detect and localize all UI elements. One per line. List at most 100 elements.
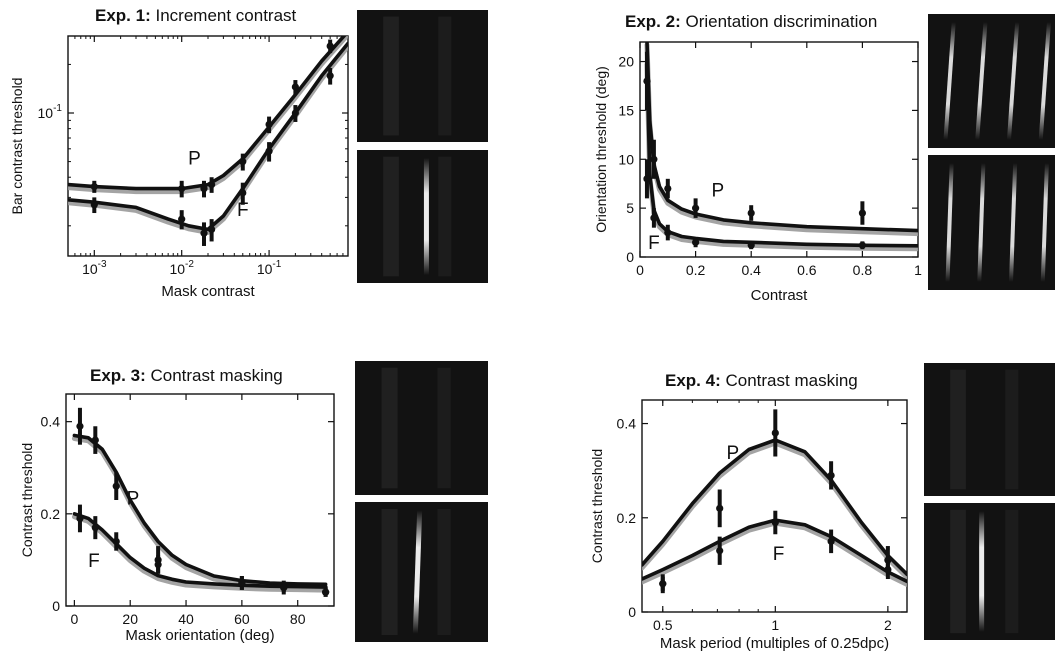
exp2-series-F-point <box>664 228 672 237</box>
exp3-top-faint-band <box>381 367 398 489</box>
exp3-top-stimulus-image <box>381 367 451 489</box>
exp4-plot-area <box>642 409 907 594</box>
exp1-series-P-point <box>326 42 334 50</box>
exp1-series-P-point <box>265 120 273 128</box>
exp2-series-F-model-line <box>644 62 918 252</box>
exp3-series-P-point <box>76 422 84 430</box>
exp4-series-F-point <box>827 537 835 545</box>
exp1-xtick-label: 10-2 <box>169 259 194 277</box>
exp4-axes-frame <box>641 399 908 613</box>
exp3-title-bold: Exp. 3: <box>90 366 146 385</box>
exp4-title-bold: Exp. 4: <box>665 371 721 390</box>
exp1-series-F-line <box>68 41 348 232</box>
exp2-series-P-point <box>692 204 700 212</box>
exp2-top-stimulus-image <box>943 22 1051 140</box>
exp1-top-faint-band <box>438 16 452 136</box>
exp1-series-P-point <box>200 185 208 193</box>
exp2-title-text: Orientation discrimination <box>685 12 878 31</box>
exp3-series-P-point <box>91 436 99 444</box>
exp1-series-F-point <box>291 109 299 117</box>
exp1-ylabel: Bar contrast threshold <box>9 78 25 215</box>
exp1-bottom-faint-band <box>438 156 452 277</box>
exp3-series-F-point <box>91 524 99 532</box>
exp2-series-F-point <box>858 241 866 249</box>
exp3-xtick-label: 20 <box>122 611 138 627</box>
exp2-top-bar <box>975 22 988 140</box>
exp2-xtick-label: 0 <box>636 262 644 278</box>
exp4-bottom-faint-band <box>950 509 966 634</box>
exp1-series-P-model-line <box>68 36 348 195</box>
exp1-axes-frame <box>67 35 349 257</box>
exp2-top-bar <box>1006 22 1020 140</box>
exp1-stimulus-top <box>357 10 488 142</box>
exp1-bottom-faint-band <box>383 156 399 277</box>
exp2-ytick-label: 10 <box>618 151 634 167</box>
exp4-top-faint-band <box>1005 369 1019 490</box>
exp3-xtick-label: 80 <box>290 611 306 627</box>
exp1-series-F-point <box>178 215 186 223</box>
exp3-series-F-point <box>76 514 84 523</box>
exp3-ytick-label: 0.2 <box>41 506 61 522</box>
exp1-series-F-point <box>326 72 334 80</box>
exp3-axes-frame <box>65 393 335 607</box>
exp2-series-F-line <box>645 59 918 248</box>
exp2-xtick-label: 0.2 <box>686 262 706 278</box>
exp2-stimulus-bottom <box>928 155 1055 290</box>
exp2-ytick-label: 20 <box>618 54 634 70</box>
exp1-series-F-point <box>265 147 273 155</box>
exp2-plot-area <box>643 42 918 252</box>
exp3-xtick-label: 0 <box>70 611 78 627</box>
exp3-series-P-point <box>112 482 120 490</box>
exp2-bottom-stimulus-image <box>945 163 1049 282</box>
exp2-xtick-label: 0.4 <box>741 262 761 278</box>
exp1-xtick-label: 10-3 <box>82 259 107 277</box>
exp2-series-P-point <box>650 155 658 163</box>
exp3-bottom-stimulus-image <box>381 509 451 635</box>
exp3-ylabel: Contrast threshold <box>19 443 35 557</box>
exp2-top-bar <box>1038 22 1051 140</box>
exp4-top-faint-band <box>950 369 966 490</box>
exp4-title-text: Contrast masking <box>725 371 858 390</box>
exp1-xtick-label: 10-1 <box>257 259 282 277</box>
exp2-series-P-line <box>645 42 918 233</box>
exp3-top-faint-band <box>437 367 451 489</box>
exp3-bottom-bar <box>412 510 423 634</box>
exp3-stimulus-top <box>355 361 488 495</box>
exp1-top-stimulus-image <box>383 16 452 136</box>
exp3-xtick-label: 60 <box>234 611 250 627</box>
exp1-title-bold: Exp. 1: <box>95 6 151 25</box>
exp3-series-P-line <box>72 433 328 587</box>
exp4-series-F-point <box>659 580 667 588</box>
exp3-series-P-label: P <box>127 489 140 510</box>
exp1-bottom-stimulus-image <box>383 156 452 277</box>
exp4-bottom-stimulus-image <box>950 509 1019 634</box>
exp1-series-F-point <box>90 201 98 209</box>
exp4-ylabel: Contrast threshold <box>589 449 605 563</box>
exp1-series-F-point <box>239 189 247 197</box>
exp3-title-text: Contrast masking <box>150 366 283 385</box>
exp3-plot-area <box>71 407 330 597</box>
exp1-bottom-bar <box>423 157 429 276</box>
exp2-bottom-bar <box>1040 163 1049 282</box>
exp3-bottom-faint-band <box>381 509 398 635</box>
exp4-series-P-point <box>716 504 724 512</box>
exp4-xlabel: Mask period (multiples of 0.25dpc) <box>660 635 889 652</box>
exp3-xtick-label: 40 <box>178 611 194 627</box>
exp4-series-F-point <box>771 518 779 527</box>
exp1-series-P-point <box>291 83 299 91</box>
exp2-bottom-bar <box>1009 163 1018 282</box>
exp2-xtick-label: 1 <box>914 262 922 278</box>
exp4-series-P-point <box>827 471 835 479</box>
exp4-series-P-label: P <box>727 443 740 464</box>
exp2-title: Exp. 2: Orientation discrimination <box>625 12 877 32</box>
exp1-top-faint-band <box>383 16 399 136</box>
exp2-series-P-point <box>664 184 672 193</box>
exp4-chart: 0.5 1 2 0 0.2 0.4 Mask period (multiples of 0.… <box>589 399 908 652</box>
exp2-bottom-bar <box>945 163 954 282</box>
exp2-series-P-point <box>747 209 755 217</box>
exp2-ylabel: Orientation threshold (deg) <box>593 66 609 233</box>
exp3-series-P-model-line <box>71 436 329 590</box>
exp4-stimulus-bottom <box>924 503 1055 640</box>
exp3-ytick-label: 0.4 <box>41 414 61 430</box>
exp3-series-F-point <box>112 537 120 546</box>
